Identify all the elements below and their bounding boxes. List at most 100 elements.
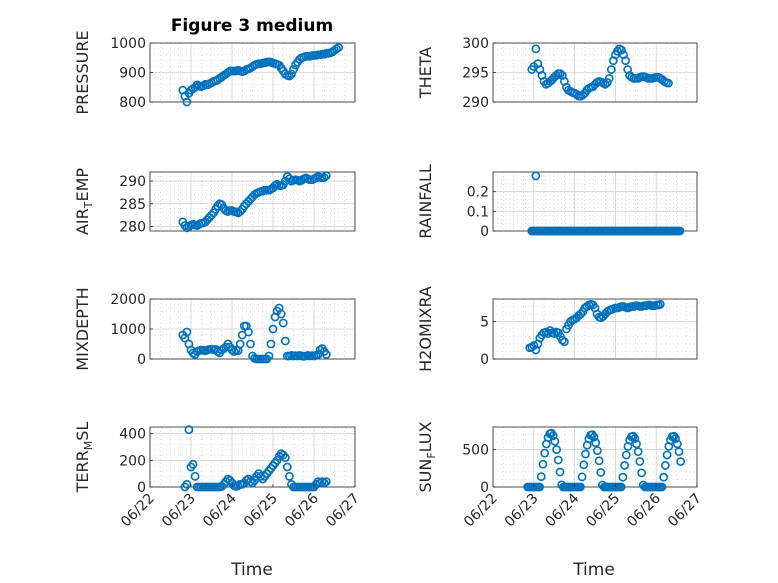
data-point (321, 350, 331, 359)
data-point (229, 347, 239, 356)
y-axis-label-part: AIR (73, 208, 92, 235)
data-point (235, 339, 245, 349)
y-axis-label: THETA (416, 47, 435, 99)
data-point (621, 450, 631, 460)
data-point (284, 71, 294, 81)
data-point (657, 482, 667, 492)
data-point (182, 97, 192, 107)
data-point (246, 339, 255, 349)
y-tick-label: 0 (480, 352, 489, 368)
subplot-3: 0 0.1 0.2 RAINFALL (416, 164, 698, 240)
data-point (552, 445, 561, 454)
data-point (659, 472, 669, 482)
data-point (284, 174, 294, 184)
data-point (604, 74, 614, 83)
data-point (276, 309, 286, 319)
y-axis-label: AIRTEMP (73, 168, 95, 235)
axes-frame (492, 298, 698, 360)
data-point (235, 207, 245, 216)
y-tick-label: 200 (119, 453, 146, 469)
data-point (284, 471, 294, 481)
data-point (529, 341, 539, 350)
y-tick-label: 295 (462, 66, 489, 82)
data-point (278, 318, 288, 328)
x-tick-label: 06/22 (461, 491, 501, 531)
y-axis-label-part: SL (73, 422, 92, 441)
data-point (180, 221, 190, 230)
x-tick-label: 06/25 (241, 491, 281, 531)
y-tick-label: 2000 (110, 292, 146, 308)
data-point (531, 44, 541, 54)
data-point (660, 461, 670, 470)
y-tick-label: 0 (137, 352, 146, 368)
y-axis-label: TERRMSL (73, 422, 95, 494)
y-tick-label: 300 (462, 36, 489, 52)
y-axis-label: MIXDEPTH (73, 287, 92, 370)
y-tick-label: 285 (119, 197, 146, 213)
x-tick-label: 06/24 (200, 490, 240, 530)
data-point (282, 462, 292, 472)
y-axis-label-subscript: T (82, 201, 95, 209)
data-point (280, 336, 290, 346)
x-tick-label: 06/26 (624, 490, 664, 530)
y-tick-label: 800 (119, 95, 146, 111)
y-axis-label-part: LUX (416, 421, 435, 452)
y-axis-label-part: EMP (73, 168, 92, 202)
y-axis-label: PRESSURE (73, 30, 92, 114)
y-axis-label-part: TERR (73, 450, 92, 493)
data-point (674, 447, 684, 457)
data-point (184, 425, 194, 435)
data-point (594, 456, 604, 466)
x-tick-label: 06/23 (502, 491, 542, 531)
data-point (182, 327, 192, 337)
y-tick-label: 400 (119, 427, 146, 443)
data-point (536, 472, 546, 481)
data-point (600, 79, 610, 89)
y-tick-label: 0 (480, 480, 489, 496)
data-point (621, 56, 630, 66)
y-tick-label: 290 (119, 174, 146, 190)
data-point (540, 448, 550, 458)
data-point (557, 335, 567, 345)
x-tick-label: 06/25 (583, 491, 623, 531)
data-point (664, 78, 673, 88)
data-point (538, 459, 548, 469)
data-point (553, 455, 563, 465)
axes-frame (492, 426, 698, 488)
data-point (630, 434, 640, 443)
data-point (551, 71, 561, 80)
y-tick-label: 1000 (110, 322, 146, 338)
data-point (190, 82, 200, 92)
data-point (675, 226, 685, 236)
data-point (548, 431, 558, 441)
data-point (334, 43, 343, 52)
data-point (635, 457, 645, 466)
data-point (227, 345, 237, 355)
data-point (633, 447, 643, 457)
data-point (332, 44, 341, 54)
x-tick-label: 06/27 (665, 491, 705, 531)
data-point (602, 78, 612, 87)
y-tick-label: 290 (462, 95, 489, 111)
data-point (591, 438, 601, 447)
data-point (182, 479, 192, 489)
y-axis-label: SUNFLUX (416, 421, 438, 492)
data-point (589, 432, 599, 442)
data-point (620, 461, 629, 470)
data-point (662, 450, 672, 460)
data-point (541, 327, 551, 337)
data-point (531, 171, 541, 181)
data-point (190, 471, 200, 481)
data-point (287, 69, 296, 79)
subplot-2: 280 285 290 AIRTEMP (73, 168, 356, 235)
data-point (637, 468, 646, 478)
y-tick-label: 900 (119, 66, 146, 82)
data-point (671, 434, 680, 443)
data-point (315, 345, 325, 355)
x-axis-label-left: Time (230, 560, 273, 580)
data-point (655, 299, 665, 309)
data-point (632, 439, 641, 449)
x-tick-label: 06/26 (282, 490, 322, 530)
data-point (321, 477, 331, 487)
data-point (555, 69, 565, 79)
